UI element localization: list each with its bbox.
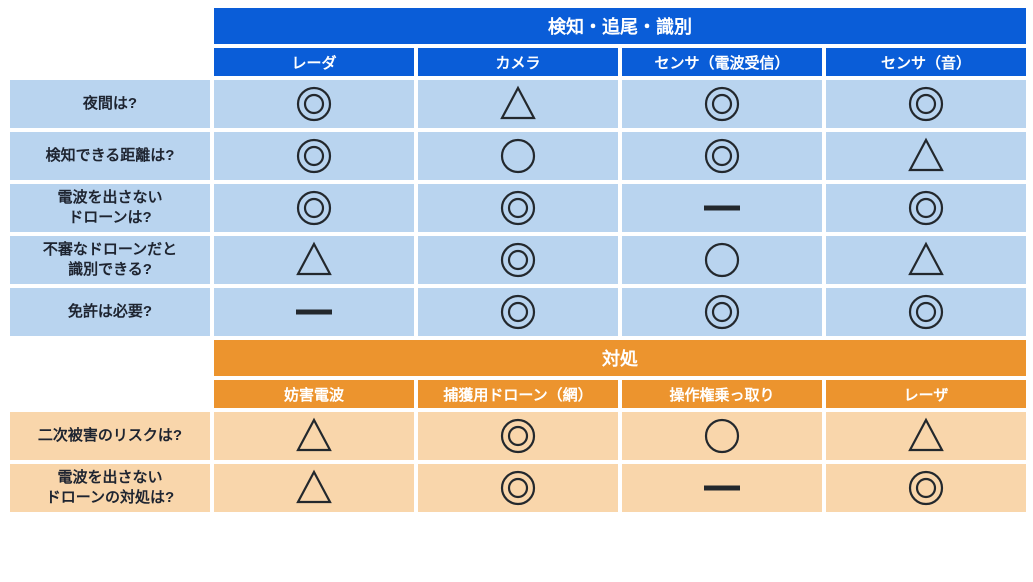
rating-cell — [214, 412, 414, 460]
column-header: 操作権乗っ取り — [622, 380, 822, 408]
rating-cell — [622, 236, 822, 284]
section-header-counter: 対処 — [214, 340, 1026, 376]
rating-cell — [214, 236, 414, 284]
double-circle-icon — [294, 199, 334, 216]
row-label: 二次被害のリスクは? — [10, 412, 210, 460]
comparison-table-container: 検知・追尾・識別レーダカメラセンサ（電波受信）センサ（音） 夜間は?検知できる距離… — [0, 0, 1033, 536]
triangle-icon — [294, 479, 334, 496]
rating-cell — [826, 236, 1026, 284]
double-circle-icon — [498, 251, 538, 268]
rating-cell — [622, 412, 822, 460]
section-header-detect: 検知・追尾・識別 — [214, 8, 1026, 44]
row-label: 電波を出さないドローンの対処は? — [10, 464, 210, 512]
circle-icon — [702, 251, 742, 268]
rating-cell — [418, 288, 618, 336]
row-label: 夜間は? — [10, 80, 210, 128]
rating-cell — [418, 80, 618, 128]
double-circle-icon — [498, 199, 538, 216]
rating-cell — [418, 132, 618, 180]
circle-icon — [498, 147, 538, 164]
rating-cell — [418, 464, 618, 512]
dash-icon — [294, 303, 334, 320]
blank-cell — [10, 380, 210, 408]
column-header: 捕獲用ドローン（網） — [418, 380, 618, 408]
row-label: 電波を出さないドローンは? — [10, 184, 210, 232]
rating-cell — [622, 80, 822, 128]
column-header: カメラ — [418, 48, 618, 76]
double-circle-icon — [702, 95, 742, 112]
rating-cell — [826, 412, 1026, 460]
rating-cell — [622, 464, 822, 512]
rating-cell — [418, 184, 618, 232]
triangle-icon — [294, 427, 334, 444]
double-circle-icon — [702, 147, 742, 164]
triangle-icon — [906, 427, 946, 444]
blank-cell — [10, 340, 210, 376]
double-circle-icon — [498, 427, 538, 444]
double-circle-icon — [906, 303, 946, 320]
double-circle-icon — [294, 147, 334, 164]
rating-cell — [214, 132, 414, 180]
double-circle-icon — [906, 95, 946, 112]
column-header: レーザ — [826, 380, 1026, 408]
blank-cell — [10, 8, 210, 44]
double-circle-icon — [702, 303, 742, 320]
rating-cell — [826, 184, 1026, 232]
rating-cell — [418, 412, 618, 460]
rating-cell — [214, 288, 414, 336]
double-circle-icon — [498, 479, 538, 496]
circle-icon — [702, 427, 742, 444]
double-circle-icon — [906, 199, 946, 216]
column-header: レーダ — [214, 48, 414, 76]
rating-cell — [826, 288, 1026, 336]
rating-cell — [622, 288, 822, 336]
double-circle-icon — [906, 479, 946, 496]
triangle-icon — [294, 251, 334, 268]
row-label: 不審なドローンだと識別できる? — [10, 236, 210, 284]
rating-cell — [622, 184, 822, 232]
rating-cell — [214, 464, 414, 512]
triangle-icon — [498, 95, 538, 112]
row-label: 免許は必要? — [10, 288, 210, 336]
row-label: 検知できる距離は? — [10, 132, 210, 180]
comparison-table: 検知・追尾・識別レーダカメラセンサ（電波受信）センサ（音） 夜間は?検知できる距離… — [6, 4, 1030, 516]
triangle-icon — [906, 251, 946, 268]
rating-cell — [826, 80, 1026, 128]
rating-cell — [418, 236, 618, 284]
triangle-icon — [906, 147, 946, 164]
dash-icon — [702, 199, 742, 216]
rating-cell — [622, 132, 822, 180]
column-header: センサ（音） — [826, 48, 1026, 76]
blank-cell — [10, 48, 210, 76]
double-circle-icon — [294, 95, 334, 112]
dash-icon — [702, 479, 742, 496]
rating-cell — [214, 184, 414, 232]
double-circle-icon — [498, 303, 538, 320]
column-header: センサ（電波受信） — [622, 48, 822, 76]
rating-cell — [826, 464, 1026, 512]
column-header: 妨害電波 — [214, 380, 414, 408]
rating-cell — [826, 132, 1026, 180]
rating-cell — [214, 80, 414, 128]
